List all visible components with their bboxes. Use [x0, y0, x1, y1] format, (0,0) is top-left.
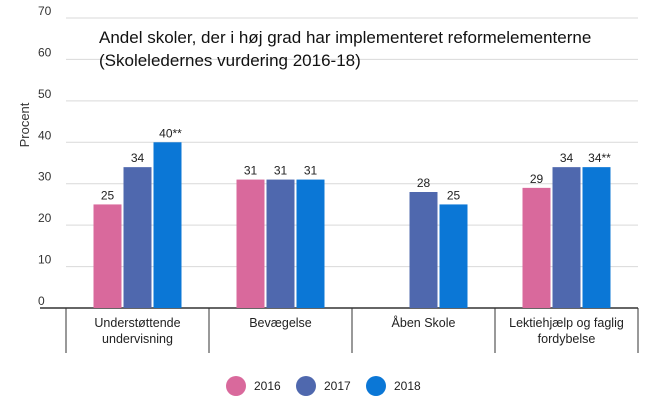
bar-2018	[439, 204, 468, 308]
chart-subtitle: (Skoleledernes vurdering 2016-18)	[99, 51, 361, 70]
y-tick-label: 0	[38, 294, 45, 308]
y-axis-label: Procent	[17, 102, 32, 147]
y-tick-label: 60	[38, 45, 52, 59]
data-label: 31	[274, 164, 288, 178]
data-label: 28	[417, 176, 431, 190]
category-label: fordybelse	[538, 332, 596, 346]
bar-2017	[123, 167, 152, 308]
data-label: 34	[131, 151, 145, 165]
bar-2017	[552, 167, 581, 308]
legend-label: 2016	[254, 379, 281, 393]
bar-2018	[153, 142, 182, 308]
bars	[93, 142, 611, 308]
category-label: Lektiehjælp og faglig	[509, 316, 624, 330]
legend-label: 2017	[324, 379, 351, 393]
y-tick-label: 10	[38, 253, 52, 267]
legend-swatch-2018	[366, 376, 386, 396]
bar-2018	[296, 179, 325, 308]
bar-2017	[409, 192, 438, 308]
bar-2018	[582, 167, 611, 308]
y-tick-label: 40	[38, 128, 52, 142]
axes	[40, 307, 639, 353]
chart-title: Andel skoler, der i høj grad har impleme…	[99, 28, 591, 47]
category-label: undervisning	[102, 332, 173, 346]
legend: 2016 2017 2018	[226, 376, 421, 396]
y-tick-label: 20	[38, 211, 52, 225]
data-label: 25	[447, 188, 461, 202]
y-tick-label: 70	[38, 4, 52, 18]
legend-label: 2018	[394, 379, 421, 393]
bar-2016	[93, 204, 122, 308]
legend-swatch-2016	[226, 376, 246, 396]
y-tick-label: 50	[38, 87, 52, 101]
data-label: 40**	[159, 126, 182, 140]
data-label: 34	[560, 151, 574, 165]
data-label: 31	[244, 164, 258, 178]
data-label: 31	[304, 164, 318, 178]
data-label: 25	[101, 188, 115, 202]
data-label: 34**	[588, 151, 611, 165]
legend-swatch-2017	[296, 376, 316, 396]
bar-2017	[266, 179, 295, 308]
y-tick-label: 30	[38, 170, 52, 184]
category-label: Bevægelse	[249, 316, 312, 330]
category-label: Understøttende	[94, 316, 180, 330]
bar-2016	[522, 187, 551, 308]
category-label: Åben Skole	[392, 315, 456, 330]
labels: 0 10 20 30 40 50 60 70 25 34 40** Understøttende und…	[38, 4, 624, 346]
data-label: 29	[530, 172, 544, 186]
bar-2016	[236, 179, 265, 308]
